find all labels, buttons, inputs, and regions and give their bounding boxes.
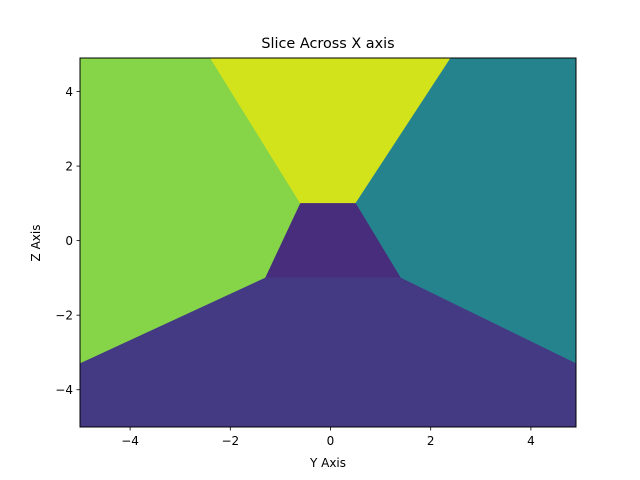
x-tick-label: −4 [121, 434, 139, 448]
x-tick-label: 0 [327, 434, 335, 448]
chart-title: Slice Across X axis [261, 36, 394, 52]
y-tick-label: 2 [65, 160, 73, 174]
x-axis-title: Y Axis [309, 456, 346, 470]
x-tick-label: 2 [427, 434, 435, 448]
plot-regions [79, 57, 577, 428]
plot-frame [79, 57, 577, 428]
x-axis-ticks: −4 −2 0 2 4 [121, 427, 535, 448]
y-tick-label: 0 [65, 234, 73, 248]
x-tick-label: 4 [527, 434, 535, 448]
y-tick-label: 4 [65, 85, 73, 99]
y-axis-title: Z Axis [29, 225, 43, 262]
y-tick-label: −4 [55, 383, 73, 397]
x-tick-label: −2 [221, 434, 239, 448]
y-axis-ticks: −4 −2 0 2 4 [55, 85, 80, 397]
y-tick-label: −2 [55, 309, 73, 323]
